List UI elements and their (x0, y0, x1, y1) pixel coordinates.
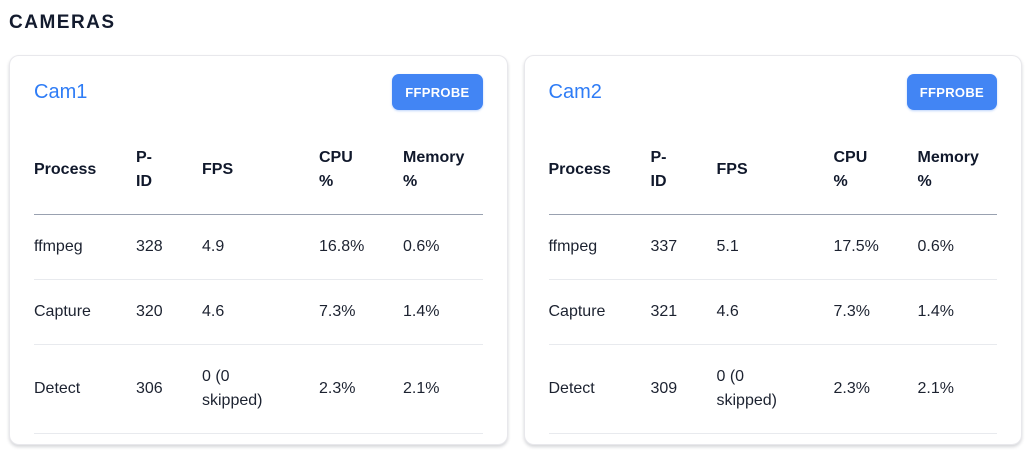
cell-pid: 328 (136, 214, 202, 280)
column-header-memory: Memory % (403, 126, 483, 215)
card-header: Cam2 FFPROBE (548, 74, 997, 110)
cell-fps: 4.6 (202, 279, 319, 345)
cell-process: Detect (34, 344, 136, 434)
table-row: ffmpeg 337 5.1 17.5% 0.6% (548, 214, 997, 280)
table-header-row: Process P-ID FPS CPU % Memory % (548, 126, 997, 215)
cell-process: ffmpeg (34, 214, 136, 280)
cell-fps: 4.6 (716, 279, 834, 345)
cell-cpu: 16.8% (319, 214, 403, 280)
table-row: Capture 320 4.6 7.3% 1.4% (34, 279, 483, 345)
cell-memory: 2.1% (403, 344, 483, 434)
cell-process: Capture (548, 279, 651, 345)
cell-fps: 0 (0 skipped) (202, 344, 319, 434)
table-row: Capture 321 4.6 7.3% 1.4% (548, 279, 997, 345)
cell-pid: 309 (650, 344, 717, 434)
table-row: Detect 306 0 (0 skipped) 2.3% 2.1% (34, 344, 483, 434)
table-row: ffmpeg 328 4.9 16.8% 0.6% (34, 214, 483, 280)
cell-cpu: 17.5% (833, 214, 918, 280)
column-header-fps: FPS (202, 126, 319, 215)
camera-title-link[interactable]: Cam2 (548, 80, 602, 103)
column-header-process: Process (548, 126, 651, 215)
cell-pid: 320 (136, 279, 202, 345)
cell-cpu: 2.3% (833, 344, 918, 434)
cell-cpu: 2.3% (319, 344, 403, 434)
cell-process: Detect (548, 344, 651, 434)
cell-pid: 306 (136, 344, 202, 434)
table-header-row: Process P-ID FPS CPU % Memory % (34, 126, 483, 215)
cell-pid: 337 (650, 214, 717, 280)
column-header-pid: P-ID (136, 126, 202, 215)
column-header-cpu: CPU % (319, 126, 403, 215)
process-table: Process P-ID FPS CPU % Memory % ffmpeg 3… (548, 126, 997, 434)
camera-card-cam2: Cam2 FFPROBE Process P-ID FPS CPU % Memo… (523, 55, 1022, 445)
column-header-process: Process (34, 126, 136, 215)
cell-memory: 0.6% (917, 214, 997, 280)
cell-memory: 1.4% (403, 279, 483, 345)
cell-process: Capture (34, 279, 136, 345)
column-header-fps: FPS (716, 126, 834, 215)
camera-card-cam1: Cam1 FFPROBE Process P-ID FPS CPU % Memo… (9, 55, 508, 445)
column-header-pid: P-ID (650, 126, 717, 215)
column-header-cpu: CPU % (833, 126, 918, 215)
process-table: Process P-ID FPS CPU % Memory % ffmpeg 3… (34, 126, 483, 434)
cell-pid: 321 (650, 279, 717, 345)
card-header: Cam1 FFPROBE (34, 74, 483, 110)
camera-title-link[interactable]: Cam1 (34, 80, 88, 103)
ffprobe-button[interactable]: FFPROBE (906, 74, 997, 110)
cell-fps: 4.9 (202, 214, 319, 280)
cell-memory: 1.4% (917, 279, 997, 345)
cell-fps: 0 (0 skipped) (716, 344, 834, 434)
cell-cpu: 7.3% (319, 279, 403, 345)
ffprobe-button[interactable]: FFPROBE (392, 74, 483, 110)
cell-cpu: 7.3% (833, 279, 918, 345)
column-header-memory: Memory % (917, 126, 997, 215)
cell-memory: 0.6% (403, 214, 483, 280)
cell-memory: 2.1% (917, 344, 997, 434)
page-title: CAMERAS (9, 12, 116, 33)
cell-process: ffmpeg (548, 214, 651, 280)
camera-cards-container: Cam1 FFPROBE Process P-ID FPS CPU % Memo… (9, 55, 1022, 445)
cell-fps: 5.1 (716, 214, 834, 280)
table-row: Detect 309 0 (0 skipped) 2.3% 2.1% (548, 344, 997, 434)
